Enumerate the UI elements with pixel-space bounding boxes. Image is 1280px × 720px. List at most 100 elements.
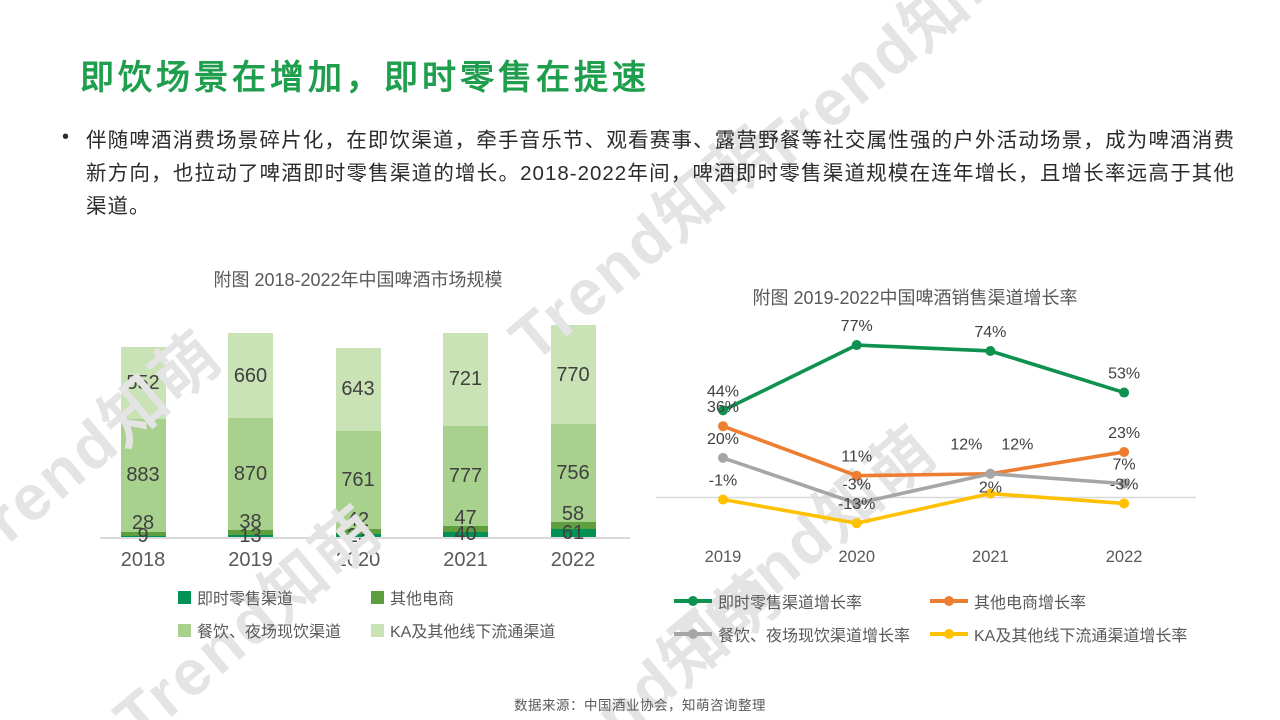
x-axis-label: 2022: [550, 549, 596, 571]
bar-value-label: 38: [239, 510, 262, 533]
line-series: [721, 424, 1126, 478]
line-series: [721, 343, 1126, 413]
legend-line-swatch: [674, 629, 712, 640]
legend-swatch: [178, 623, 191, 637]
data-point: [985, 488, 996, 499]
x-axis-label: 2021: [972, 548, 1009, 566]
legend-item: 餐饮、夜场现饮渠道增长率: [674, 622, 930, 646]
legend-line-swatch: [930, 629, 968, 640]
percent-label: 12%: [1001, 437, 1033, 454]
data-point: [718, 421, 728, 432]
bullet-marker: •: [62, 126, 70, 148]
bar-segment: [335, 430, 381, 529]
bar-segment: [120, 535, 166, 537]
legend-dot: [688, 629, 698, 640]
legend-label: 其他电商增长率: [974, 595, 1087, 612]
data-point: [1119, 478, 1130, 489]
bar-value-label: 61: [561, 522, 585, 545]
bar-segment: [550, 521, 596, 530]
legend-line-swatch: [930, 596, 968, 607]
bar-value-label: 552: [126, 371, 160, 394]
legend-label: 即时零售渠道增长率: [718, 595, 863, 612]
x-axis-label: 2020: [335, 549, 381, 571]
data-point: [851, 340, 862, 351]
legend-dot: [944, 629, 954, 640]
bullet-text: 伴随啤酒消费场景碎片化，在即饮渠道，牵手音乐节、观看赛事、露营野餐等社交属性强的…: [86, 129, 1235, 218]
data-point: [985, 345, 996, 356]
data-point: [1119, 446, 1130, 457]
bar-value-label: 770: [556, 363, 590, 386]
line-chart-plot: 44% 77% 74% 53% 36% 11% 12% 23% 20% -3% 12% 7% -1% -1…: [656, 318, 1196, 566]
bar-value-label: 643: [341, 378, 375, 401]
bar-value-label: 721: [448, 368, 483, 391]
data-point: [718, 405, 728, 416]
data-point: [718, 452, 728, 463]
bar-segment: [550, 529, 596, 537]
bar-chart-legend: 即时零售渠道 其他电商 餐饮、夜场现饮渠道 KA及其他线下流通渠道: [178, 585, 555, 642]
bar-segment: [228, 535, 273, 537]
page-title: 即饮场景在增加，即时零售在提速: [80, 59, 650, 97]
x-axis-label: 2021: [443, 549, 488, 571]
legend-swatch: [371, 590, 384, 604]
legend-item: KA及其他线下流通渠道增长率: [930, 622, 1187, 646]
bar-value-label: 23: [346, 524, 370, 547]
legend-label: KA及其他线下流通渠道增长率: [974, 628, 1188, 645]
percent-label: 74%: [974, 324, 1006, 341]
percent-label: 20%: [707, 431, 739, 448]
bar-chart-title: 附图 2018-2022年中国啤酒市场规模: [213, 270, 503, 290]
bar-segment: [120, 532, 166, 536]
percent-label: -13%: [838, 496, 875, 513]
legend-dot: [944, 596, 954, 607]
bar-value-label: 883: [126, 464, 160, 487]
data-point: [851, 498, 862, 509]
percent-label: 36%: [707, 399, 739, 416]
bar-value-label: 40: [454, 523, 477, 546]
data-point: [851, 470, 862, 481]
line-series: [721, 491, 1126, 526]
percent-label: -1%: [709, 472, 737, 489]
bar-segment: [550, 325, 596, 425]
percent-label: -3%: [1110, 476, 1138, 493]
bar-value-label: 756: [556, 462, 590, 484]
legend-item: 即时零售渠道: [178, 585, 371, 609]
bar-value-label: 761: [341, 468, 375, 491]
bar-segment: [335, 347, 381, 431]
data-point: [1119, 498, 1130, 509]
bar-segment: [120, 418, 166, 533]
line-chart-legend: 即时零售渠道增长率 其他电商增长率餐饮、夜场现饮渠道增长率 KA及其他线下流通渠道增…: [674, 589, 1187, 646]
percent-label: -3%: [842, 476, 870, 493]
bar-segment: [335, 528, 381, 535]
bar-value-label: 47: [454, 506, 477, 529]
legend-label: 即时零售渠道: [197, 591, 294, 608]
bar-value-label: 9: [137, 525, 149, 548]
bar-segment: [228, 418, 273, 531]
bar-segment: [443, 332, 488, 426]
legend-label: KA及其他线下流通渠道: [390, 624, 556, 641]
x-axis-label: 2022: [1106, 548, 1143, 566]
line-series: [721, 456, 1126, 506]
bar-segment: [120, 347, 166, 419]
bar-value-label: 870: [233, 463, 268, 486]
legend-swatch: [371, 623, 384, 637]
percent-label: 2%: [979, 480, 1002, 497]
x-axis-label: 2020: [838, 548, 875, 566]
x-axis-label: 2019: [228, 549, 273, 571]
legend-line-swatch: [674, 596, 712, 607]
bar-value-label: 13: [239, 525, 262, 548]
percent-label: 7%: [1113, 457, 1136, 474]
x-axis-label: 2018: [120, 549, 166, 571]
data-source-note: 数据来源：中国酒业协会，知萌咨询整理: [514, 698, 766, 713]
bar-segment: [228, 333, 273, 419]
bar-segment: [335, 534, 381, 537]
percent-label: 11%: [841, 449, 872, 466]
data-point: [1119, 387, 1130, 398]
bar-value-label: 777: [448, 464, 483, 487]
bullet-paragraph: • 伴随啤酒消费场景碎片化，在即饮渠道，牵手音乐节、观看赛事、露营野餐等社交属性…: [60, 124, 1235, 223]
percent-label: 23%: [1108, 425, 1140, 442]
bar-value-label: 28: [131, 512, 155, 535]
bar-segment: [443, 531, 488, 537]
data-point: [851, 518, 862, 529]
legend-dot: [688, 596, 698, 607]
legend-label: 其他电商: [390, 591, 455, 608]
